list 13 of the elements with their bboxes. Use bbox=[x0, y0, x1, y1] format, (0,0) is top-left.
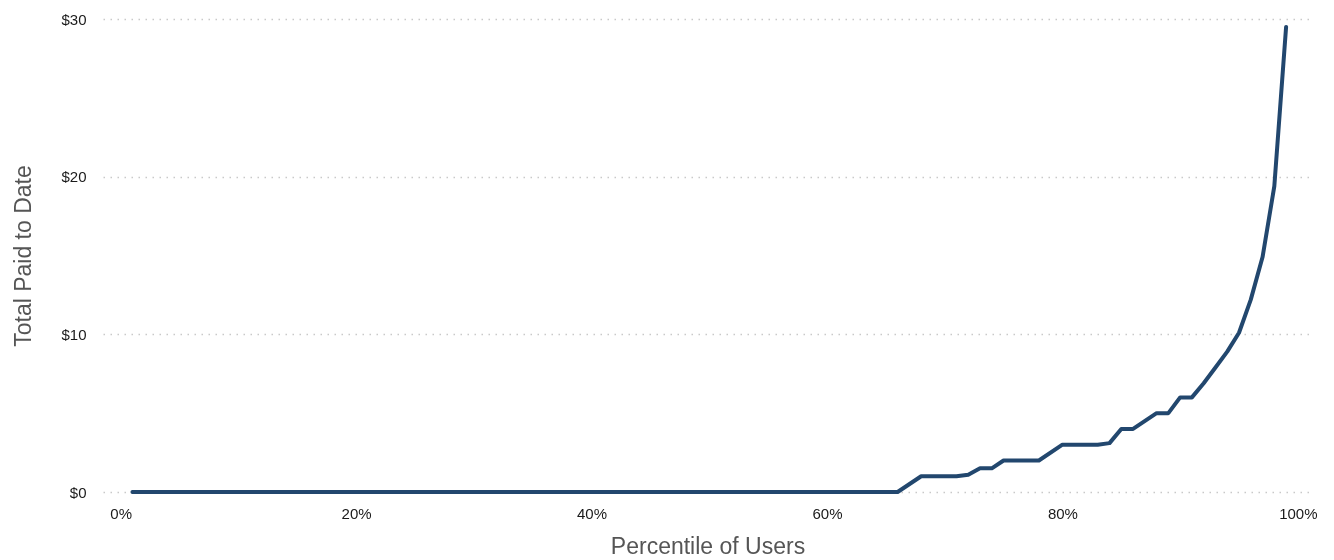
x-tick-label: 40% bbox=[577, 504, 608, 522]
x-tick-label: 60% bbox=[812, 504, 843, 522]
x-tick-label: 0% bbox=[110, 504, 132, 522]
y-tick-label: $20 bbox=[61, 168, 87, 186]
y-tick-label: $10 bbox=[61, 325, 87, 343]
x-tick-label: 100% bbox=[1279, 504, 1318, 522]
x-axis-title: Percentile of Users bbox=[610, 532, 806, 559]
y-tick-label: $0 bbox=[69, 483, 87, 501]
y-axis-title: Total Paid to Date bbox=[9, 165, 36, 347]
y-tick-label: $30 bbox=[61, 10, 87, 28]
x-tick-label: 20% bbox=[341, 504, 372, 522]
line-series bbox=[130, 24, 1289, 494]
x-tick-label: 80% bbox=[1047, 504, 1078, 522]
